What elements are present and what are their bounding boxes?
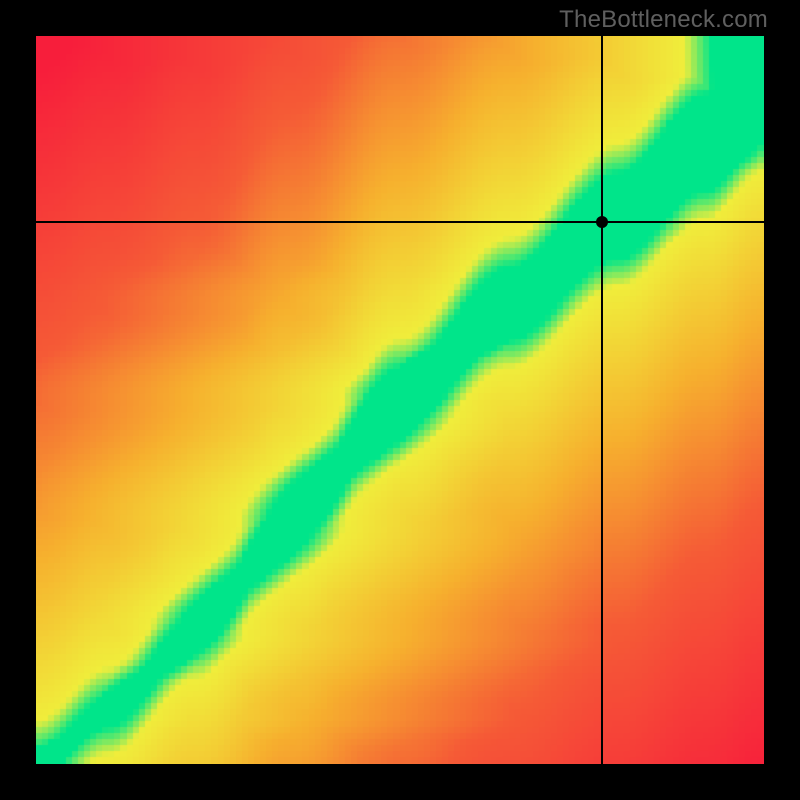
watermark-text: TheBottleneck.com [559, 6, 768, 34]
crosshair-horizontal [36, 221, 764, 223]
bottleneck-heatmap [36, 36, 764, 764]
chart-container: TheBottleneck.com [0, 0, 800, 800]
crosshair-vertical [601, 36, 603, 764]
crosshair-marker [596, 216, 608, 228]
